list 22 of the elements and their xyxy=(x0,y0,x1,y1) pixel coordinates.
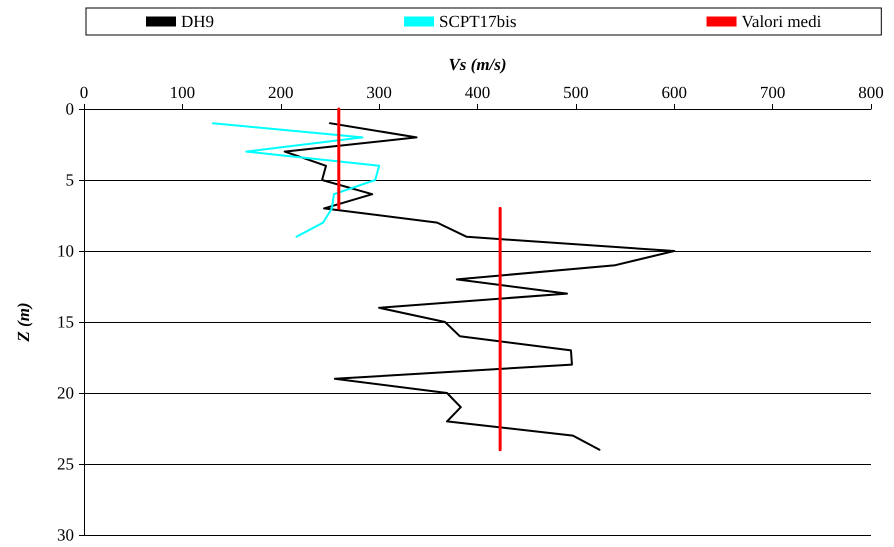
legend-label: Valori medi xyxy=(742,12,822,31)
x-tick-label: 800 xyxy=(858,83,884,102)
x-tick-label: 300 xyxy=(366,83,392,102)
x-tick-label: 200 xyxy=(268,83,294,102)
x-tick-label: 0 xyxy=(80,83,88,102)
x-axis-title: Vs (m/s) xyxy=(448,55,507,74)
x-tick-label: 400 xyxy=(464,83,490,102)
y-tick-label: 15 xyxy=(57,312,74,332)
y-tick-label: 20 xyxy=(57,384,74,402)
x-tick-label: 500 xyxy=(563,83,589,102)
y-tick-label: 10 xyxy=(57,242,74,260)
legend-label: DH9 xyxy=(181,12,214,31)
legend-label: SCPT17bis xyxy=(439,12,517,31)
y-tick-label: 5 xyxy=(66,170,74,190)
x-tick-label: 700 xyxy=(760,83,786,102)
x-tick-label: 600 xyxy=(662,83,687,102)
x-tick-label: 100 xyxy=(170,83,196,102)
y-tick-label: 25 xyxy=(57,454,74,474)
y-tick-label: 30 xyxy=(57,526,74,544)
line-series xyxy=(212,122,380,238)
y-tick-label: 0 xyxy=(66,100,74,118)
y-axis-title: Z (m) xyxy=(14,302,33,343)
